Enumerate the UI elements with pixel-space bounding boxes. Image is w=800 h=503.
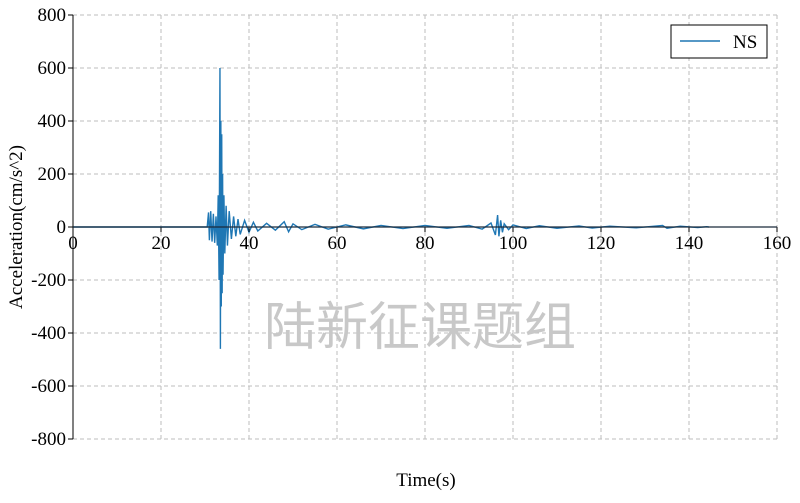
x-axis-label: Time(s) xyxy=(396,470,455,491)
legend-label-ns: NS xyxy=(733,32,757,53)
axes: 0 20 40 60 80 100 120 140 160-800-600-400-200020… xyxy=(31,5,791,450)
legend: NS xyxy=(670,24,768,59)
watermark: 陆新征课题组 xyxy=(264,300,576,357)
y-tick-label: 600 xyxy=(38,58,67,79)
y-axis-label: Acceleration(cm/s^2) xyxy=(6,145,27,309)
x-tick-label: 80 xyxy=(416,233,435,254)
y-tick-label: 800 xyxy=(38,5,67,26)
y-tick-label: -800 xyxy=(31,429,66,450)
x-tick-label: 100 xyxy=(499,233,528,254)
x-tick-label: 60 xyxy=(328,233,347,254)
x-tick-label: 20 xyxy=(152,233,171,254)
y-tick-label: 200 xyxy=(38,164,67,185)
y-tick-label: 400 xyxy=(38,111,67,132)
x-tick-label: 120 xyxy=(587,233,616,254)
x-tick-label: 140 xyxy=(675,233,704,254)
y-tick-label: 0 xyxy=(57,217,67,238)
series-line-ns xyxy=(73,67,709,349)
y-tick-label: -400 xyxy=(31,323,66,344)
series-layer xyxy=(73,67,709,349)
y-tick-label: -600 xyxy=(31,376,66,397)
x-tick-label: 160 xyxy=(763,233,792,254)
x-tick-label: 40 xyxy=(240,233,259,254)
y-tick-label: -200 xyxy=(31,270,66,291)
